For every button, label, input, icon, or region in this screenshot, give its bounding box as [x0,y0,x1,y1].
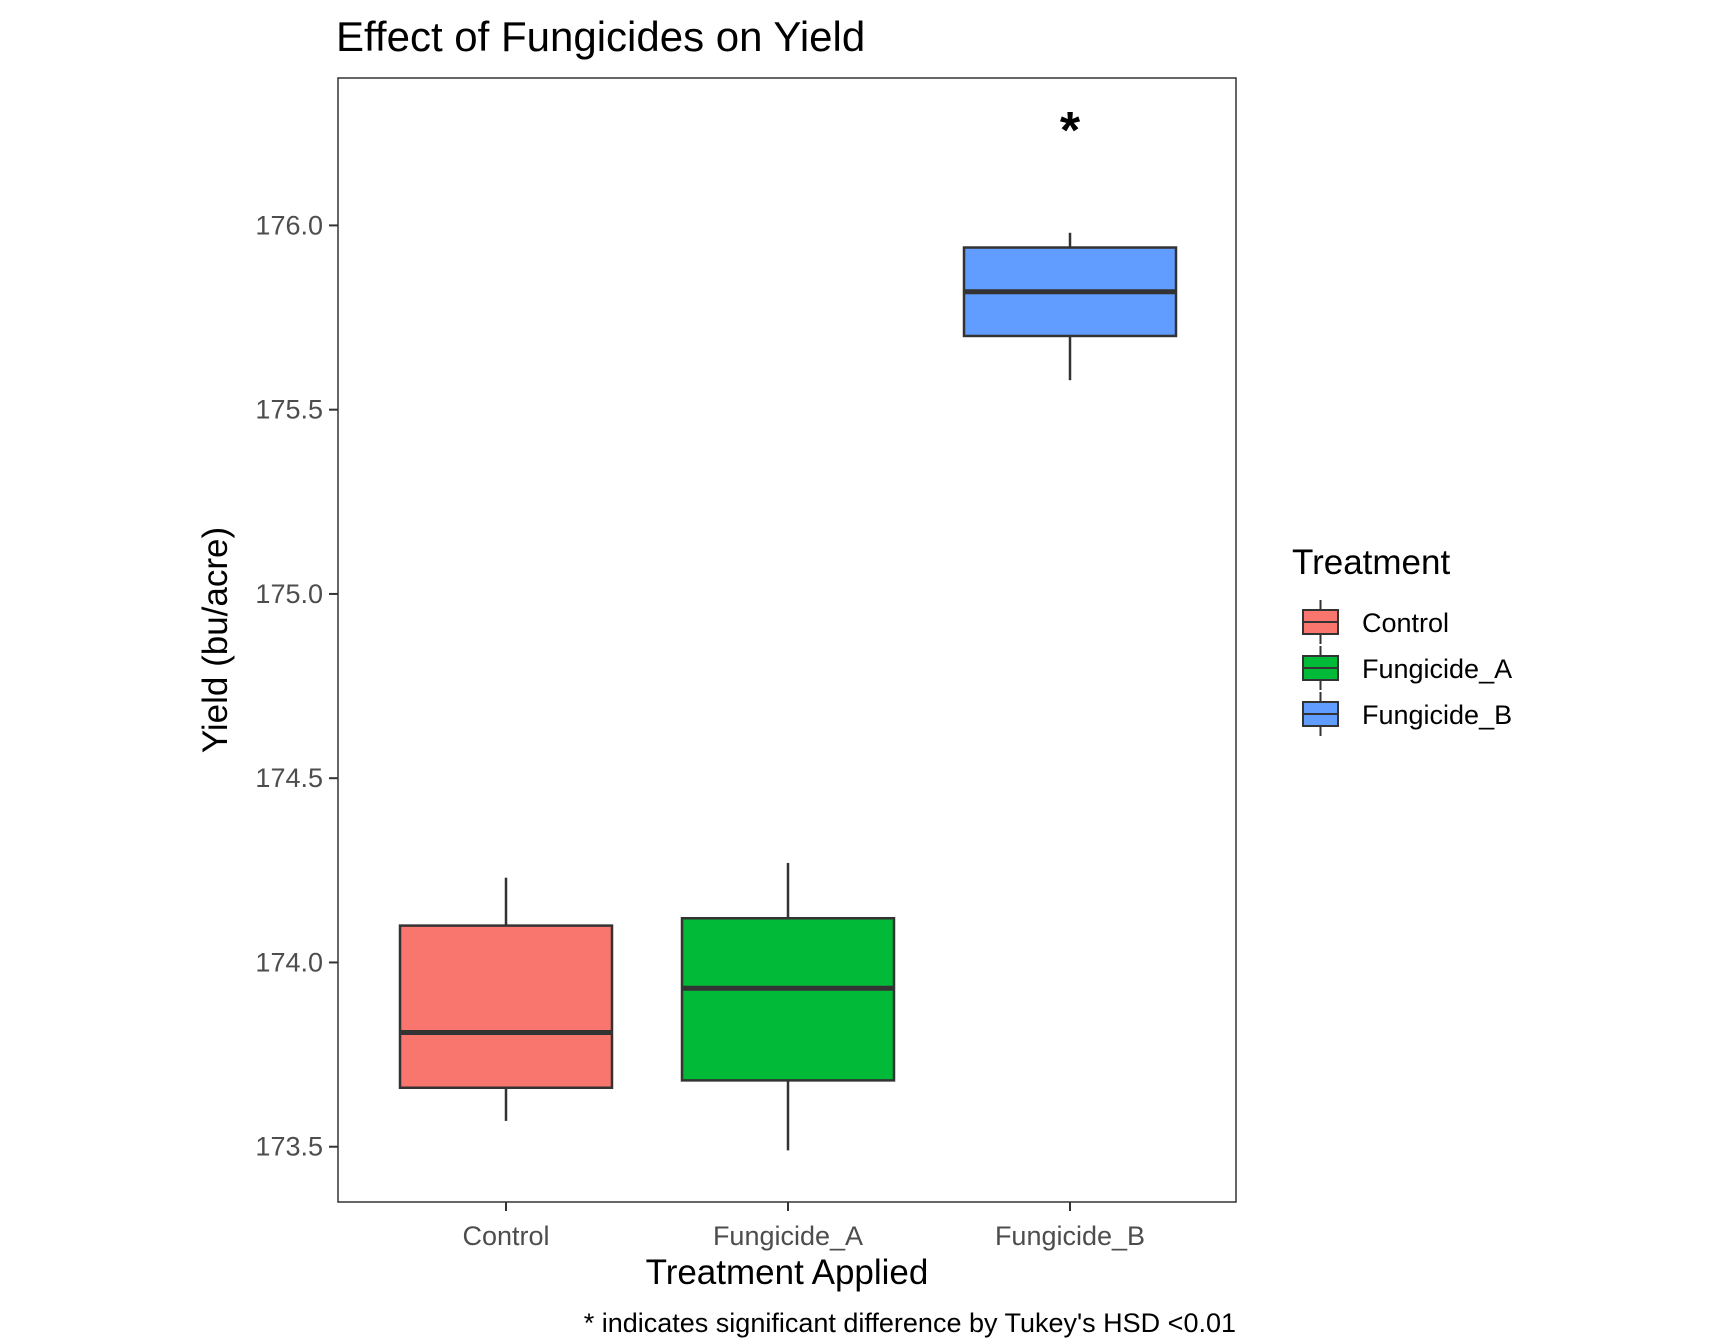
y-tick-label: 176.0 [255,210,323,240]
y-tick-label: 175.0 [255,579,323,609]
plot-panel: * [337,77,1237,1203]
annotation-group: * [1060,102,1081,160]
x-tick-label: Fungicide_A [713,1221,863,1251]
y-axis: 173.5 174.0 174.5 175.0 175.5 176.0 [255,210,338,1162]
legend: Treatment Control Fungicide_A Fungicide_B [1292,543,1512,736]
legend-item-fungicide-b: Fungicide_B [1302,692,1512,736]
box-fungicide-b [962,232,1178,381]
x-axis-title: Treatment Applied [646,1253,929,1292]
significance-marker: * [1060,102,1081,160]
y-tick-label: 174.5 [255,763,323,793]
legend-entries: Control Fungicide_A Fungicide_B [1302,600,1512,736]
y-tick-label: 175.5 [255,395,323,425]
y-axis-title: Yield (bu/acre) [196,527,235,753]
legend-label: Fungicide_A [1362,654,1512,684]
box-body [680,916,896,1082]
y-tick-label: 174.0 [255,947,323,977]
legend-label: Fungicide_B [1362,700,1512,730]
chart-title: Effect of Fungicides on Yield [336,13,865,60]
y-tick-label: 173.5 [255,1132,323,1162]
chart-caption: * indicates significant difference by Tu… [584,1308,1236,1338]
x-tick-label: Fungicide_B [995,1221,1145,1251]
box-body [398,924,614,1090]
x-axis: Control Fungicide_A Fungicide_B [462,1202,1145,1251]
legend-title: Treatment [1292,543,1450,582]
box-control [398,877,614,1121]
x-tick-label: Control [462,1221,549,1251]
legend-item-control: Control [1302,600,1449,644]
box-fungicide-a [680,862,896,1151]
legend-label: Control [1362,608,1449,638]
legend-item-fungicide-a: Fungicide_A [1302,646,1512,690]
box-series-group [398,232,1178,1151]
